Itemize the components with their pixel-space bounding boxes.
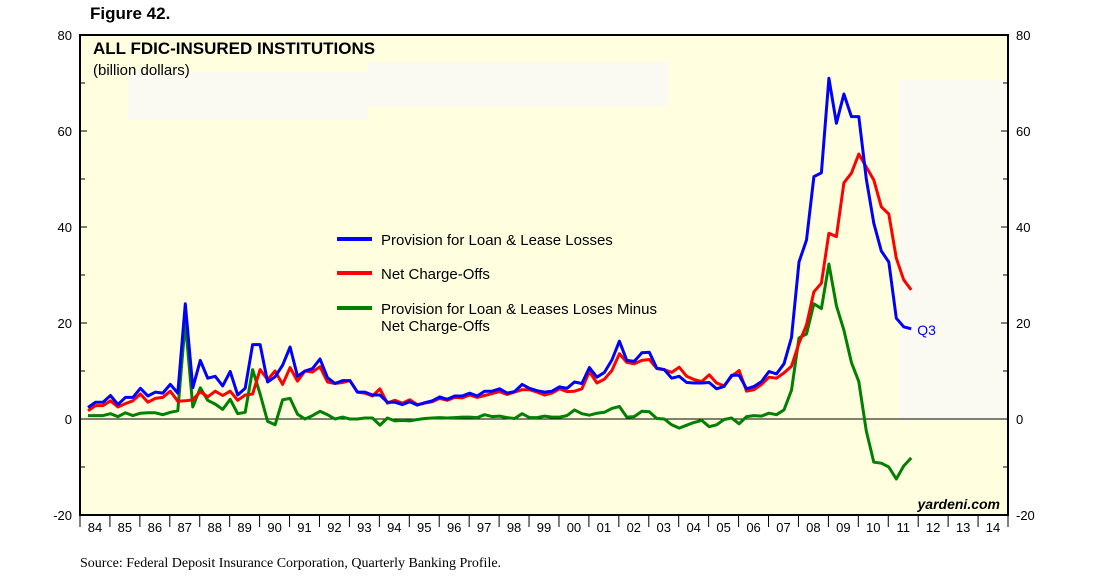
x-tick-label: 92 [327,520,341,535]
legend-label-difference-line1: Provision for Loan & Leases Loses Minus [381,301,657,318]
x-tick-label: 10 [866,520,880,535]
background-patch [900,80,1008,420]
x-tick-label: 88 [207,520,221,535]
background-patch [128,72,368,120]
x-tick-label: 08 [806,520,820,535]
x-tick-label: 99 [537,520,551,535]
x-tick-label: 98 [507,520,521,535]
y-tick-label-right: 80 [1016,28,1030,43]
chart-subtitle: (billion dollars) [93,62,190,79]
y-tick-label-left: 20 [58,316,72,331]
y-tick-label-left: 60 [58,124,72,139]
x-tick-label: 90 [267,520,281,535]
x-tick-label: 84 [88,520,102,535]
series-line-difference [88,262,913,481]
y-tick-label-left: 40 [58,220,72,235]
legend-label-provision: Provision for Loan & Lease Losses [381,232,613,249]
plot-border [79,34,1009,516]
x-tick-label: 00 [567,520,581,535]
x-tick-label: 91 [297,520,311,535]
x-tick-label: 97 [477,520,491,535]
series-line-provision [87,76,912,409]
figure-label: Figure 42. [90,4,171,23]
x-tick-label: 93 [357,520,371,535]
y-tick-label-left: 80 [58,28,72,43]
x-tick-label: 95 [417,520,431,535]
chart-title: ALL FDIC-INSURED INSTITUTIONS [93,39,375,58]
y-tick-label-right: 40 [1016,220,1030,235]
x-tick-label: 94 [387,520,401,535]
x-tick-label: 12 [926,520,940,535]
y-tick-label-right: -20 [1016,508,1035,523]
y-tick-label-left: -20 [53,508,72,523]
y-tick-label-left: 0 [65,412,72,427]
y-tick-label-right: 60 [1016,124,1030,139]
legend-label-net-charge-offs: Net Charge-Offs [381,266,490,283]
x-tick-label: 01 [597,520,611,535]
x-tick-label: 85 [118,520,132,535]
source-note: Source: Federal Deposit Insurance Corpor… [80,556,502,571]
x-tick-label: 89 [237,520,251,535]
x-tick-label: 87 [178,520,192,535]
x-tick-label: 05 [716,520,730,535]
y-tick-label-right: 0 [1016,412,1023,427]
x-tick-label: 96 [447,520,461,535]
series-line-net-charge-offs [87,152,913,413]
legend-label-difference-line2: Net Charge-Offs [381,318,490,335]
x-tick-label: 14 [986,520,1000,535]
x-tick-label: 11 [896,520,910,535]
x-tick-label: 02 [627,520,641,535]
x-tick-label: 09 [836,520,850,535]
x-tick-label: 04 [686,520,700,535]
y-tick-label-right: 20 [1016,316,1030,331]
x-tick-label: 03 [657,520,671,535]
background-patch [368,62,668,106]
x-tick-label: 06 [746,520,760,535]
x-tick-label: 07 [776,520,790,535]
x-tick-label: 13 [956,520,970,535]
end-annotation: Q3 [917,322,936,338]
x-tick-label: 86 [148,520,162,535]
yardeni-watermark: yardeni.com [917,496,1000,512]
